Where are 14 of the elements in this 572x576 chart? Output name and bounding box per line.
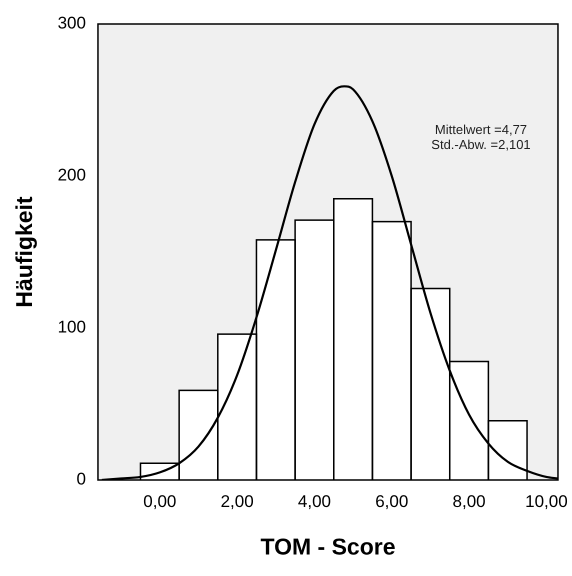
y-tick-label: 200 [58,166,86,185]
x-tick-label: 2,00 [220,492,254,511]
y-tick-label: 300 [58,14,86,33]
x-tick-label: 0,00 [143,492,176,511]
annotation: Std.-Abw. =2,101 [431,137,531,152]
annotation: Mittelwert =4,77 [434,122,528,138]
x-tick-label: 4,00 [298,492,331,511]
x-tick-label: 10,00 [525,492,568,511]
x-tick-label: 8,00 [452,492,486,511]
y-axis-title: Häufigkeit [11,196,38,308]
x-tick-label: 6,00 [375,492,408,511]
y-tick-label: 100 [58,318,86,337]
y-tick-label: 0 [76,470,86,489]
x-axis-title: TOM - Score [260,534,396,560]
